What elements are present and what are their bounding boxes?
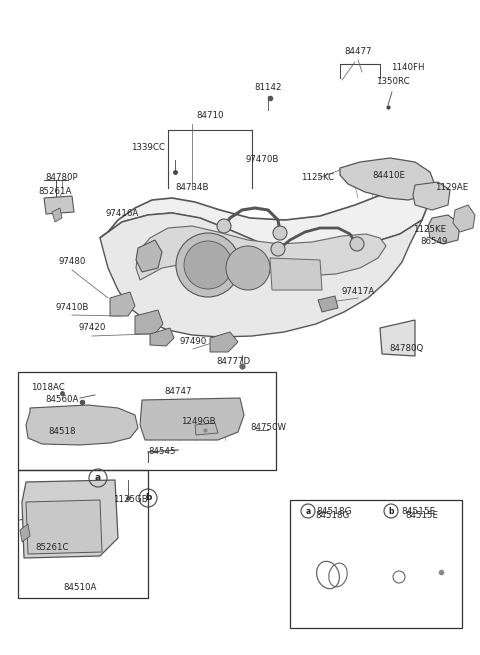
Text: 86549: 86549 xyxy=(420,238,448,246)
Polygon shape xyxy=(428,215,460,244)
Text: 97480: 97480 xyxy=(58,257,86,267)
Text: 84747: 84747 xyxy=(164,388,192,396)
Polygon shape xyxy=(26,405,138,445)
Text: b: b xyxy=(388,506,394,515)
Text: a: a xyxy=(305,506,311,515)
Bar xyxy=(18,372,276,470)
Text: 97420: 97420 xyxy=(78,324,106,333)
Text: 84545: 84545 xyxy=(148,447,176,457)
Bar xyxy=(290,500,462,628)
Text: 1140FH: 1140FH xyxy=(391,64,425,73)
Polygon shape xyxy=(136,226,386,280)
Text: 84515E: 84515E xyxy=(401,506,435,515)
Text: 1018AC: 1018AC xyxy=(31,383,65,392)
Text: 97410B: 97410B xyxy=(55,303,89,312)
Text: 84515E: 84515E xyxy=(406,512,439,521)
Polygon shape xyxy=(110,292,135,316)
Text: 84410E: 84410E xyxy=(372,172,406,181)
Text: 84518G: 84518G xyxy=(315,512,349,521)
Polygon shape xyxy=(195,423,218,435)
Text: 84710: 84710 xyxy=(196,111,224,119)
Circle shape xyxy=(273,226,287,240)
Text: 1125GB: 1125GB xyxy=(113,495,147,504)
Text: 1339CC: 1339CC xyxy=(131,143,165,153)
Polygon shape xyxy=(318,296,338,312)
Text: 97490: 97490 xyxy=(180,337,206,346)
Circle shape xyxy=(217,219,231,233)
Text: 84734B: 84734B xyxy=(175,183,209,193)
Polygon shape xyxy=(270,258,322,290)
Polygon shape xyxy=(140,398,244,440)
Circle shape xyxy=(226,246,270,290)
Circle shape xyxy=(176,233,240,297)
Polygon shape xyxy=(210,332,238,352)
Text: b: b xyxy=(145,493,151,502)
Text: 97416A: 97416A xyxy=(106,208,139,217)
Text: 84750W: 84750W xyxy=(250,424,286,432)
Text: 84518G: 84518G xyxy=(316,506,352,515)
Circle shape xyxy=(271,242,285,256)
Polygon shape xyxy=(380,320,415,356)
Text: 85261A: 85261A xyxy=(38,187,72,196)
Polygon shape xyxy=(413,182,450,210)
Polygon shape xyxy=(136,240,162,272)
Polygon shape xyxy=(52,208,62,222)
Text: 1129AE: 1129AE xyxy=(435,183,468,193)
Text: 1125KE: 1125KE xyxy=(413,225,446,234)
Text: 84477: 84477 xyxy=(344,48,372,56)
Text: 84510A: 84510A xyxy=(63,584,96,593)
Circle shape xyxy=(184,241,232,289)
Text: 84560A: 84560A xyxy=(45,396,79,405)
Text: 1125KC: 1125KC xyxy=(301,174,335,183)
Polygon shape xyxy=(340,158,435,200)
Text: a: a xyxy=(95,474,101,483)
Text: 84518: 84518 xyxy=(48,428,76,436)
Polygon shape xyxy=(100,213,422,337)
Text: 81142: 81142 xyxy=(254,83,282,92)
Text: 1350RC: 1350RC xyxy=(376,77,410,86)
Text: 84777D: 84777D xyxy=(216,358,250,367)
Polygon shape xyxy=(100,192,428,248)
Text: 97470B: 97470B xyxy=(245,155,279,164)
Polygon shape xyxy=(44,196,74,214)
Text: 84780Q: 84780Q xyxy=(389,343,423,352)
Text: 97417A: 97417A xyxy=(341,288,374,297)
Circle shape xyxy=(350,237,364,251)
Text: 84780P: 84780P xyxy=(46,174,78,183)
Polygon shape xyxy=(22,480,118,558)
Polygon shape xyxy=(453,205,475,232)
Bar xyxy=(18,470,148,598)
Polygon shape xyxy=(135,310,163,334)
Text: 1249GB: 1249GB xyxy=(180,417,216,426)
Polygon shape xyxy=(26,500,102,554)
Text: 85261C: 85261C xyxy=(35,544,69,553)
Polygon shape xyxy=(20,524,30,542)
Polygon shape xyxy=(150,328,174,346)
